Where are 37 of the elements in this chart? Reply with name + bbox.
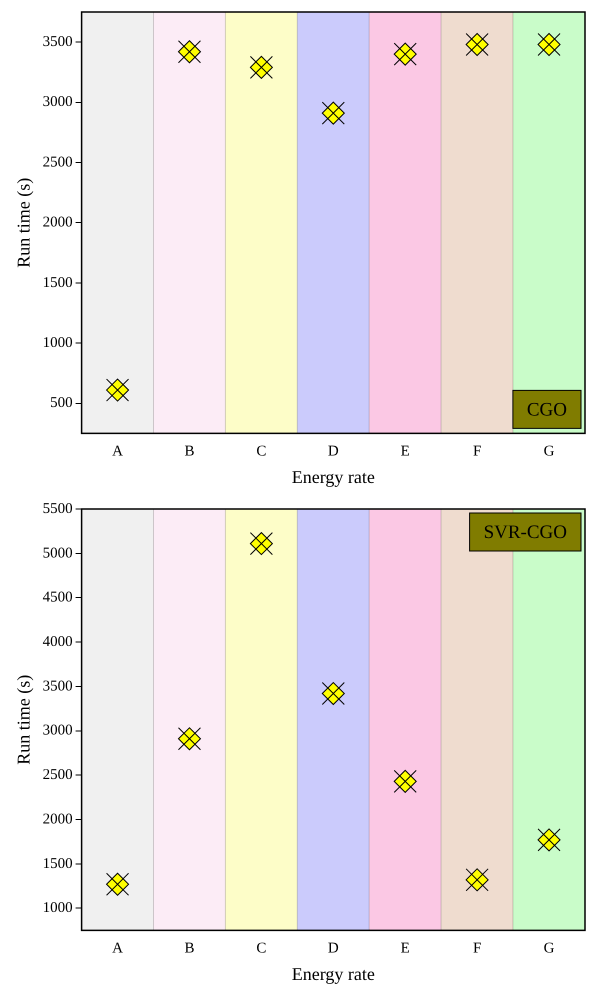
- y-tick-label: 3500: [42, 34, 73, 50]
- x-tick-label: G: [544, 940, 555, 956]
- y-tick-label: 2000: [42, 214, 73, 231]
- y-tick-label: 1500: [42, 274, 73, 291]
- x-tick-label: A: [112, 443, 124, 460]
- y-tick-label: 3500: [42, 678, 73, 694]
- y-tick-label: 1500: [42, 856, 73, 872]
- y-tick-label: 2000: [42, 811, 73, 828]
- x-tick-label: C: [256, 940, 266, 956]
- x-tick-label: D: [328, 443, 339, 460]
- y-tick-label: 500: [50, 395, 73, 412]
- y-tick-label: 2500: [42, 767, 73, 784]
- x-tick-label: C: [256, 443, 266, 460]
- y-axis-title: Run time (s): [14, 674, 34, 765]
- x-tick-label: F: [472, 443, 482, 460]
- y-tick-label: 5500: [42, 500, 73, 517]
- annotation: SVR-CGO: [484, 522, 567, 543]
- x-axis-title: Energy rate: [292, 466, 375, 487]
- x-axis-title: Energy rate: [292, 964, 375, 984]
- y-tick-label: 5000: [42, 545, 73, 562]
- x-tick-label: B: [184, 940, 194, 956]
- annotation: CGO: [526, 399, 568, 420]
- y-tick-label: 4500: [42, 590, 73, 606]
- x-tick-label: A: [112, 940, 124, 956]
- y-tick-label: 1000: [42, 335, 73, 352]
- y-axis-title: Run time (s): [14, 178, 34, 268]
- y-tick-label: 1000: [42, 900, 73, 916]
- x-tick-label: D: [328, 940, 339, 956]
- y-tick-label: 3000: [42, 722, 73, 739]
- y-tick-label: 2500: [42, 154, 73, 170]
- x-tick-label: G: [544, 443, 555, 460]
- y-tick-label: 3000: [42, 94, 73, 110]
- x-tick-label: B: [184, 443, 194, 460]
- x-tick-label: E: [400, 940, 410, 956]
- x-tick-label: E: [400, 443, 410, 460]
- x-tick-label: F: [472, 940, 482, 956]
- y-tick-label: 4000: [42, 634, 73, 650]
